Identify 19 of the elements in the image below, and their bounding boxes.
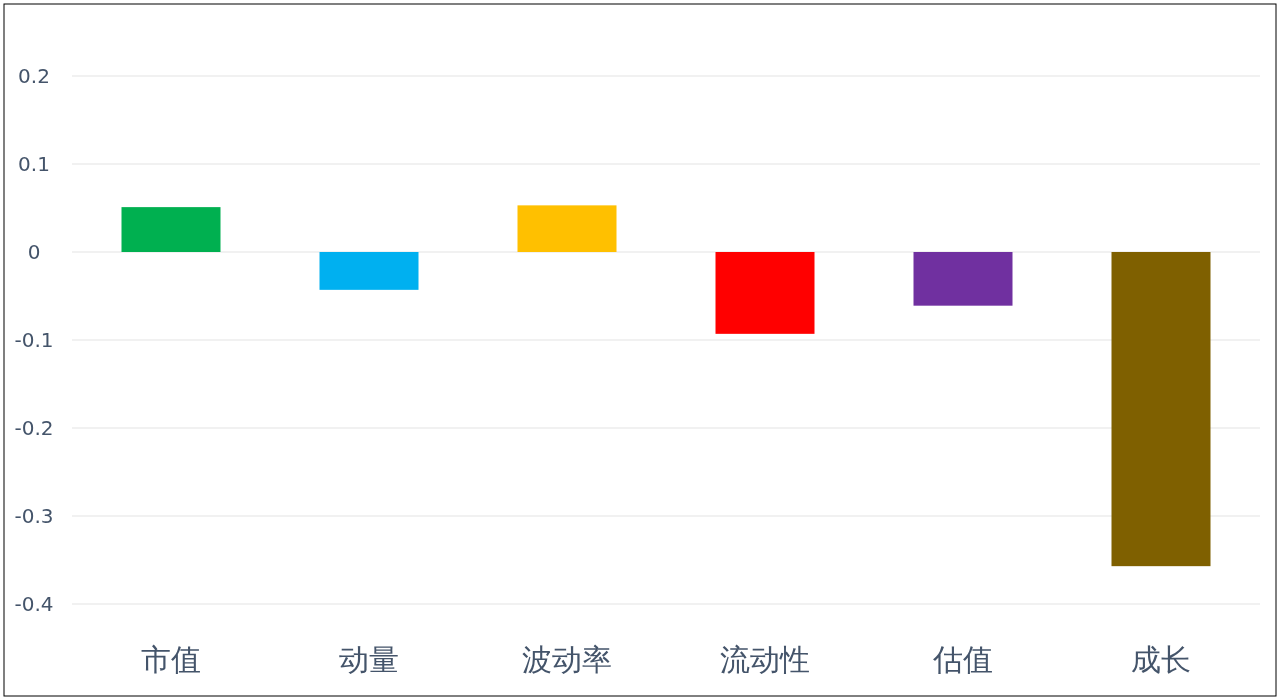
bar: [913, 252, 1013, 306]
y-tick-label: -0.2: [14, 416, 54, 440]
x-tick-label: 市值: [141, 642, 201, 677]
y-tick-label: -0.4: [14, 592, 54, 616]
y-tick-label: -0.1: [14, 328, 54, 352]
x-tick-label: 估值: [932, 642, 993, 677]
y-tick-label: 0: [27, 240, 41, 264]
x-tick-label: 成长: [1131, 642, 1191, 677]
y-tick-label: 0.1: [18, 152, 50, 176]
bar: [715, 252, 815, 334]
x-tick-label: 波动率: [522, 642, 612, 677]
bar: [121, 207, 221, 252]
y-tick-label: 0.2: [18, 64, 50, 88]
y-tick-label: -0.3: [14, 504, 54, 528]
x-tick-label: 流动性: [720, 642, 810, 677]
bar: [517, 205, 617, 252]
bar: [1111, 252, 1211, 567]
bar: [319, 252, 419, 290]
x-tick-label: 动量: [339, 642, 399, 677]
